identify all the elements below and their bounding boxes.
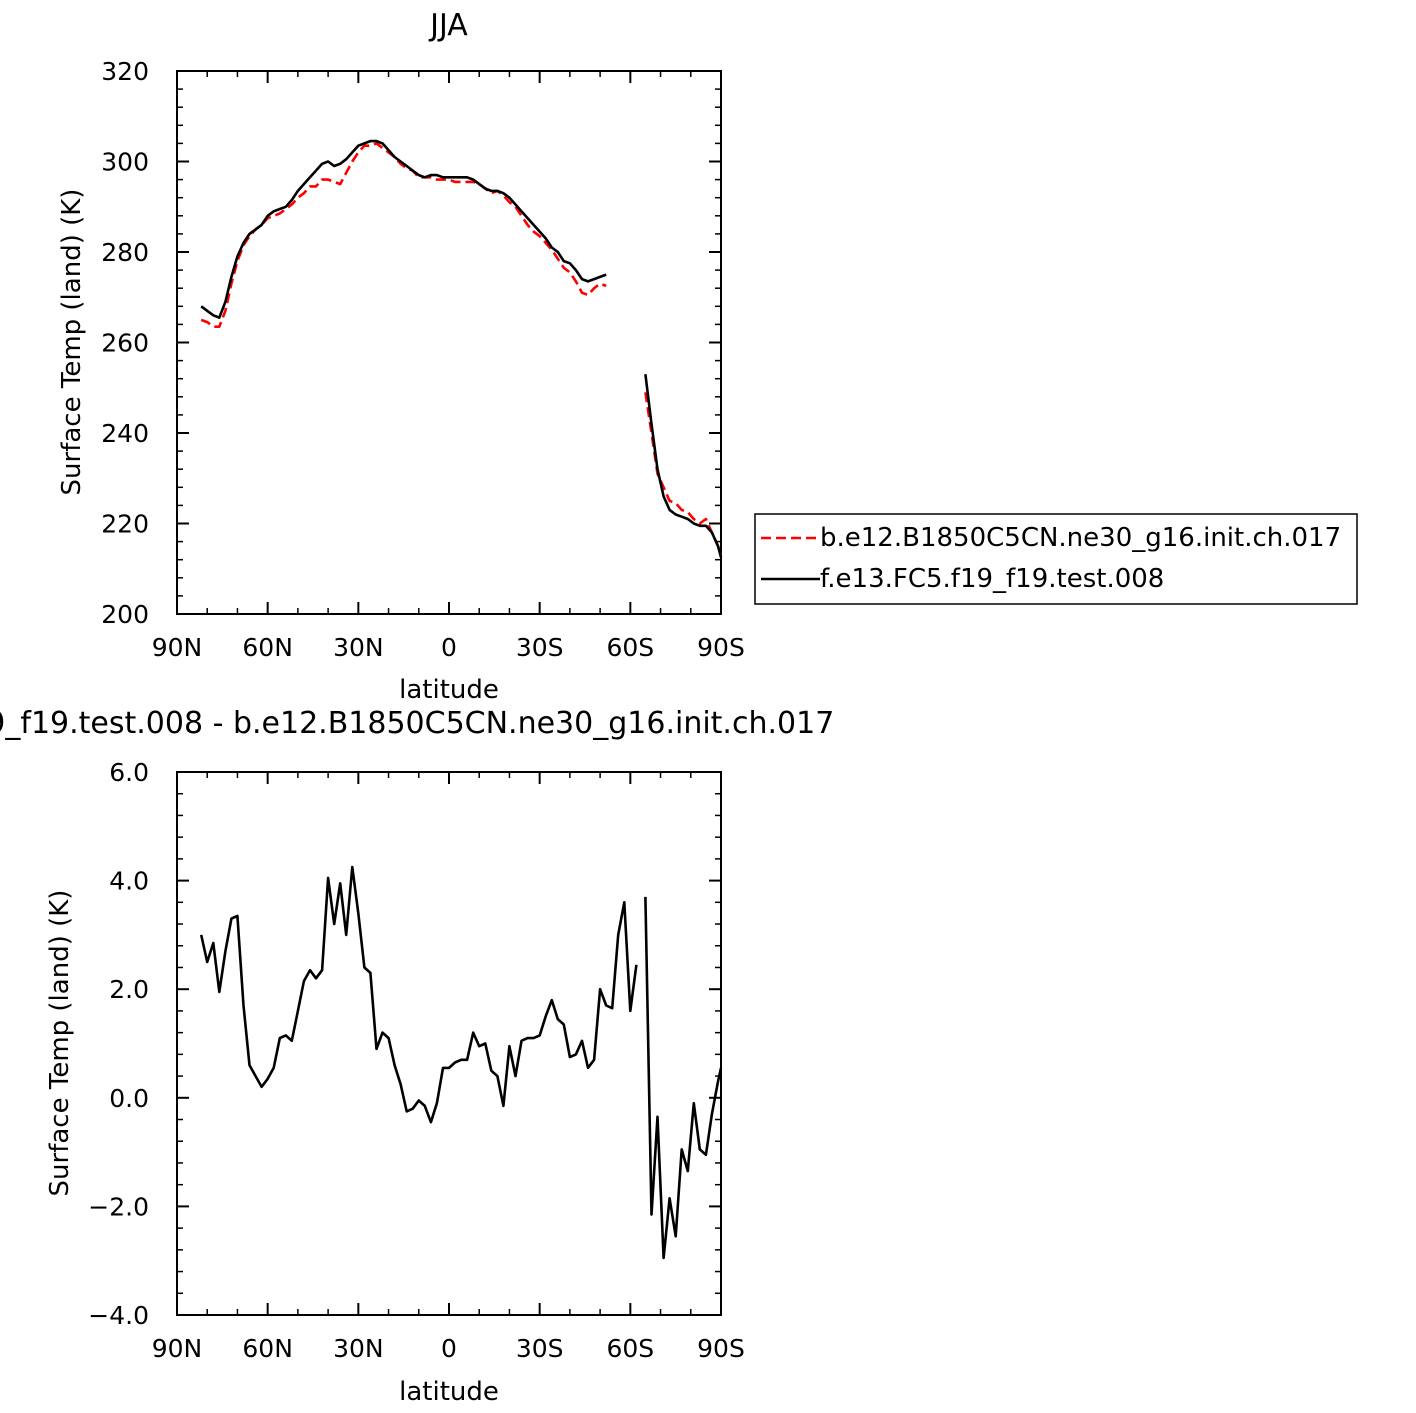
- series-line-1: [200, 139, 607, 319]
- x-tick-label: 60N: [242, 1334, 293, 1363]
- bottom-chart-y-axis-label: Surface Temp (land) (K): [45, 890, 75, 1197]
- y-tick-label: −2.0: [88, 1192, 149, 1221]
- x-tick-label: 90N: [152, 1334, 203, 1363]
- chart-legend: b.e12.B1850C5CN.ne30_g16.init.ch.017 f.e…: [754, 513, 1358, 605]
- x-tick-label: 30S: [516, 1334, 564, 1363]
- y-tick-label: 280: [101, 238, 149, 267]
- plot-frame: [176, 771, 722, 1316]
- legend-label-f-e13-series: f.e13.FC5.f19_f19.test.008: [820, 564, 1164, 594]
- x-tick-label: 0: [441, 1334, 457, 1363]
- bottom-chart-axes: 90N 60N 30N 0 30S 60S 90S −4.0 −2.0 0.0 2.0 4.0 6.0: [88, 758, 745, 1363]
- top-chart-axes: 90N 60N 30N 0 30S 60S 90S 200 220 240 260 280 300 320: [101, 57, 745, 662]
- x-tick-label: 90S: [697, 633, 745, 662]
- y-tick-label: 0.0: [109, 1084, 149, 1113]
- top-chart-y-axis-label: Surface Temp (land) (K): [57, 189, 87, 496]
- y-tick-label: 240: [101, 419, 149, 448]
- legend-label-b-e12-series: b.e12.B1850C5CN.ne30_g16.init.ch.017: [820, 523, 1341, 553]
- bottom-chart-title: f.e13.FC5.f19_f19.test.008 - b.e12.B1850…: [0, 706, 834, 741]
- y-tick-label: 6.0: [109, 758, 149, 787]
- top-chart-x-axis-label: latitude: [399, 675, 499, 705]
- y-tick-label: 200: [101, 600, 149, 629]
- x-tick-label: 30N: [333, 633, 384, 662]
- y-tick-label: 220: [101, 510, 149, 539]
- top-chart-title: JJA: [428, 8, 468, 43]
- x-tick-label: 90S: [697, 1334, 745, 1363]
- bottom-chart-x-axis-label: latitude: [399, 1377, 499, 1407]
- x-tick-label: 60S: [606, 1334, 654, 1363]
- series-line-0: [644, 896, 723, 1260]
- x-tick-label: 60S: [606, 633, 654, 662]
- top-chart: JJA latitude Surface Temp (land) (K) 90N…: [57, 8, 1358, 705]
- series-line-0: [200, 142, 607, 328]
- bottom-chart-plot-area: [199, 865, 723, 1260]
- bottom-chart: f.e13.FC5.f19_f19.test.008 - b.e12.B1850…: [0, 706, 834, 1407]
- x-tick-label: 90N: [152, 633, 203, 662]
- x-tick-label: 30S: [516, 633, 564, 662]
- x-tick-label: 60N: [242, 633, 293, 662]
- y-tick-label: 320: [101, 57, 149, 86]
- series-line-1: [644, 374, 723, 558]
- y-tick-label: −4.0: [88, 1301, 149, 1330]
- plot-frame: [176, 70, 722, 615]
- legend-box: [754, 513, 1358, 605]
- x-tick-label: 30N: [333, 1334, 384, 1363]
- y-tick-label: 300: [101, 148, 149, 177]
- x-tick-label: 0: [441, 633, 457, 662]
- y-tick-label: 4.0: [109, 867, 149, 896]
- series-line-0: [199, 865, 638, 1124]
- y-tick-label: 260: [101, 329, 149, 358]
- top-chart-plot-area: [200, 139, 723, 558]
- y-tick-label: 2.0: [109, 975, 149, 1004]
